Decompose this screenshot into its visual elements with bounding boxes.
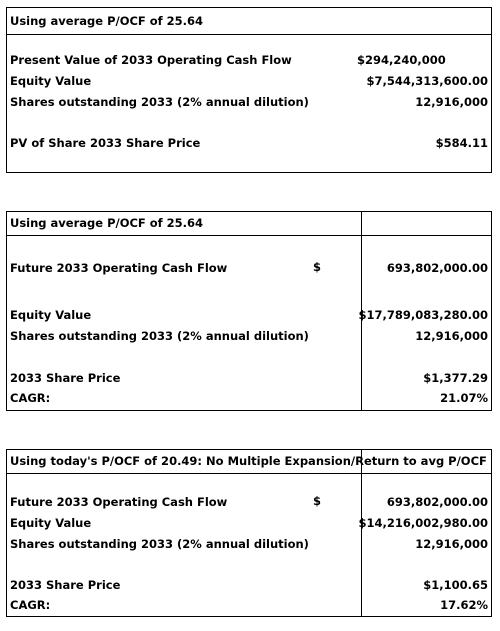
share-price-label: 2033 Share Price: [10, 578, 121, 592]
future-ocf-label: Future 2033 Operating Cash Flow: [10, 495, 228, 509]
future-ocf-label: Future 2033 Operating Cash Flow: [10, 261, 228, 275]
section-header: Using average P/OCF of 25.64: [10, 14, 204, 28]
equity-value-label: Equity Value: [10, 516, 92, 530]
section-header: Using today's P/OCF of 20.49: No Multipl…: [10, 454, 487, 468]
cagr-value: 17.62%: [440, 598, 488, 612]
cagr-label: CAGR:: [10, 598, 51, 612]
equity-value: $14,216,002,980.00: [358, 516, 489, 530]
equity-value-label: Equity Value: [10, 308, 92, 322]
header-divider: [7, 235, 491, 236]
share-price-label: 2033 Share Price: [10, 371, 121, 385]
future-ocf-value: 693,802,000.00: [386, 261, 488, 275]
valuation-section-avg-multiple: Using average P/OCF of 25.64 Future 2033…: [6, 211, 492, 411]
cagr-value: 21.07%: [440, 391, 488, 405]
shares-outstanding-label: Shares outstanding 2033 (2% annual dilut…: [10, 537, 309, 551]
section-header: Using average P/OCF of 25.64: [10, 216, 204, 230]
pv-ocf-value: $294,240,000: [357, 53, 446, 67]
equity-value: $7,544,313,600.00: [366, 74, 489, 88]
header-divider: [7, 34, 491, 35]
equity-value: $17,789,083,280.00: [358, 308, 489, 322]
share-price-value: $1,377.29: [423, 371, 488, 385]
shares-outstanding-value: 12,916,000: [415, 95, 488, 109]
shares-outstanding-label: Shares outstanding 2033 (2% annual dilut…: [10, 95, 309, 109]
pv-ocf-label: Present Value of 2033 Operating Cash Flo…: [10, 53, 292, 67]
dollar-sign: $: [313, 260, 322, 274]
column-divider: [361, 212, 362, 410]
share-price-value: $1,100.65: [423, 578, 488, 592]
pv-share-price-label: PV of Share 2033 Share Price: [10, 136, 201, 150]
valuation-section-current-multiple: Using today's P/OCF of 20.49: No Multipl…: [6, 449, 492, 617]
future-ocf-value: 693,802,000.00: [386, 495, 488, 509]
header-divider: [7, 473, 491, 474]
dollar-sign: $: [313, 494, 322, 508]
valuation-section-pv: Using average P/OCF of 25.64 Present Val…: [6, 7, 492, 173]
shares-outstanding-value: 12,916,000: [415, 537, 488, 551]
shares-outstanding-label: Shares outstanding 2033 (2% annual dilut…: [10, 329, 309, 343]
column-divider: [361, 450, 362, 616]
shares-outstanding-value: 12,916,000: [415, 329, 488, 343]
cagr-label: CAGR:: [10, 391, 51, 405]
pv-share-price-value: $584.11: [435, 136, 488, 150]
equity-value-label: Equity Value: [10, 74, 92, 88]
